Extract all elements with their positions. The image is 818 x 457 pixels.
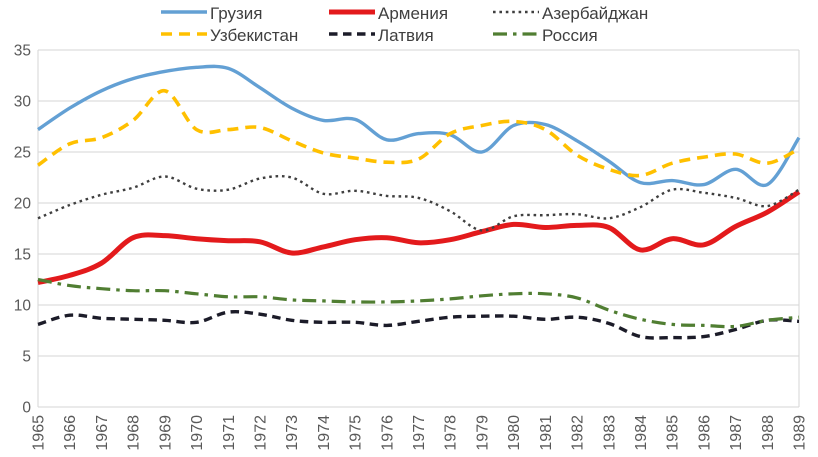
- y-tick-label: 15: [14, 247, 31, 264]
- legend-line-sample: [492, 5, 540, 23]
- x-tick-label: 1985: [665, 415, 682, 451]
- series-line-5: [37, 277, 800, 329]
- legend-sample-line: [329, 31, 375, 36]
- legend-item-uzbekistan: Узбекистан: [160, 25, 328, 46]
- x-tick-label: 1986: [696, 415, 713, 451]
- y-tick-label: 20: [14, 196, 32, 213]
- legend-line-sample: [328, 27, 376, 45]
- legend-line-sample: [328, 5, 376, 23]
- series-line-2: [37, 174, 800, 232]
- x-tick-label: 1975: [348, 415, 365, 451]
- chart-legend: Грузия Армения Азербайджан Узбекистан Ла…: [160, 3, 692, 46]
- legend-line-sample: [160, 5, 208, 23]
- legend-label: Россия: [542, 26, 598, 45]
- legend-item-azerbaijan: Азербайджан: [492, 3, 692, 24]
- x-tick-label: 1970: [189, 415, 206, 451]
- x-tick-label: 1966: [62, 415, 79, 451]
- legend-item-latvia: Латвия: [328, 25, 492, 46]
- legend-sample-line: [493, 31, 539, 36]
- legend-sample-line: [329, 9, 375, 14]
- legend-sample-line: [161, 9, 207, 14]
- x-tick-label: 1968: [126, 415, 143, 451]
- series-line-0: [37, 64, 801, 188]
- series-line-1: [37, 189, 801, 286]
- legend-item-georgia: Грузия: [160, 3, 328, 24]
- x-tick-label: 1980: [506, 415, 523, 451]
- legend-line-sample: [492, 27, 540, 45]
- legend-label: Армения: [378, 4, 449, 23]
- x-tick-label: 1974: [316, 415, 333, 451]
- x-tick-label: 1971: [221, 415, 238, 451]
- series-line-3: [36, 89, 800, 178]
- x-tick-label: 1972: [252, 415, 269, 451]
- x-tick-label: 1989: [792, 415, 809, 451]
- legend-label: Грузия: [210, 4, 263, 23]
- y-tick-label: 30: [14, 94, 32, 111]
- x-tick-label: 1973: [284, 415, 301, 451]
- y-tick-label: 5: [22, 349, 31, 366]
- x-tick-label: 1988: [760, 415, 777, 451]
- y-tick-label: 35: [14, 43, 31, 60]
- x-tick-label: 1984: [633, 415, 650, 451]
- legend-sample-line: [493, 10, 539, 13]
- x-tick-label: 1982: [570, 415, 587, 451]
- x-tick-label: 1981: [538, 415, 555, 451]
- legend-item-armenia: Армения: [328, 3, 492, 24]
- legend-label: Латвия: [378, 26, 434, 45]
- y-tick-label: 25: [14, 145, 31, 162]
- legend-label: Азербайджан: [542, 4, 649, 23]
- x-tick-label: 1977: [411, 415, 428, 451]
- y-tick-label: 10: [14, 298, 32, 315]
- legend-line-sample: [160, 27, 208, 45]
- x-tick-label: 1976: [379, 415, 396, 451]
- x-tick-label: 1969: [157, 415, 174, 451]
- x-tick-label: 1987: [728, 415, 745, 451]
- x-tick-label: 1979: [474, 415, 491, 451]
- x-tick-label: 1965: [31, 415, 48, 451]
- legend-label: Узбекистан: [210, 26, 299, 45]
- legend-sample-line: [161, 31, 207, 36]
- legend-item-russia: Россия: [492, 25, 692, 46]
- x-tick-label: 1983: [601, 415, 618, 451]
- y-tick-label: 0: [22, 400, 31, 417]
- series-line-4: [37, 309, 800, 340]
- x-tick-label: 1967: [94, 415, 111, 451]
- x-tick-label: 1978: [443, 415, 460, 451]
